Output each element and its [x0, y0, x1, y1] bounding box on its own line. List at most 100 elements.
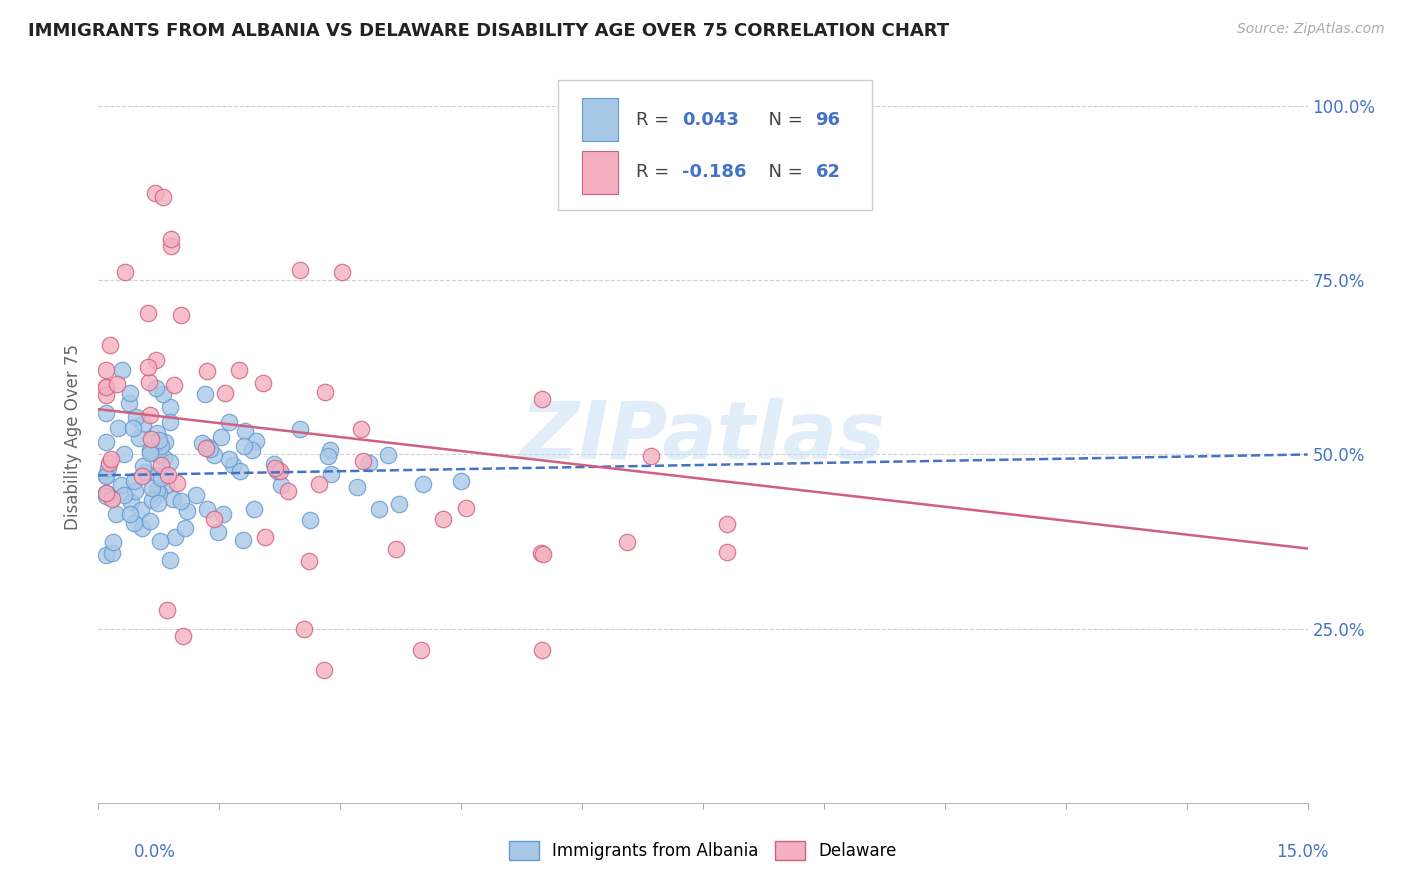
Point: [148, 485, 170, 500]
Point: [132, 417, 155, 431]
Point: [134, 466, 156, 480]
Point: [112, 488, 135, 502]
Point: [110, 478, 132, 492]
Point: [96, 489, 118, 503]
Point: [104, 507, 127, 521]
Point: [454, 501, 477, 516]
Point: [616, 535, 638, 549]
Point: [96, 486, 118, 500]
Point: [716, 545, 738, 559]
Point: [174, 521, 197, 535]
Point: [122, 474, 145, 488]
Point: [156, 467, 179, 482]
Point: [232, 533, 254, 547]
Point: [184, 488, 207, 502]
Point: [162, 491, 184, 506]
Point: [270, 477, 292, 491]
Point: [233, 425, 256, 439]
Point: [195, 501, 218, 516]
Point: [118, 385, 141, 400]
Text: N =: N =: [758, 111, 808, 128]
Text: 62: 62: [815, 163, 841, 181]
Point: [136, 359, 159, 374]
Point: [152, 190, 174, 204]
Point: [263, 457, 285, 471]
Point: [143, 186, 166, 201]
Point: [159, 401, 181, 415]
Text: 0.043: 0.043: [682, 111, 740, 128]
Text: ZIPatlas: ZIPatlas: [520, 398, 886, 476]
Point: [409, 642, 432, 657]
Point: [388, 497, 411, 511]
Point: [96, 388, 118, 402]
Point: [359, 456, 381, 470]
Point: [176, 504, 198, 518]
Point: [96, 468, 118, 483]
Point: [96, 406, 118, 420]
Point: [298, 513, 321, 527]
Point: [350, 422, 373, 436]
Point: [228, 362, 250, 376]
Point: [148, 434, 170, 448]
Point: [352, 454, 374, 468]
Point: [165, 530, 187, 544]
Point: [141, 492, 163, 507]
Legend: Immigrants from Albania, Delaware: Immigrants from Albania, Delaware: [509, 841, 897, 860]
Point: [114, 265, 136, 279]
Point: [122, 516, 145, 530]
Point: [368, 502, 391, 516]
Point: [159, 415, 181, 429]
Point: [150, 439, 173, 453]
Text: N =: N =: [758, 163, 808, 181]
Point: [263, 461, 285, 475]
Point: [166, 476, 188, 491]
Point: [139, 408, 162, 422]
Point: [96, 362, 118, 376]
Point: [131, 468, 153, 483]
Point: [530, 642, 553, 657]
Point: [160, 238, 183, 252]
Point: [218, 416, 240, 430]
Text: R =: R =: [637, 163, 675, 181]
Point: [266, 464, 288, 478]
Point: [128, 431, 150, 445]
Point: [146, 496, 169, 510]
Point: [139, 432, 162, 446]
Point: [97, 461, 120, 475]
Point: [195, 364, 218, 378]
Point: [202, 448, 225, 462]
Point: [316, 449, 339, 463]
Point: [98, 456, 121, 470]
Point: [198, 442, 221, 457]
Point: [98, 337, 121, 351]
Point: [105, 376, 128, 391]
FancyBboxPatch shape: [558, 80, 872, 211]
Point: [202, 512, 225, 526]
Point: [233, 438, 256, 452]
Point: [252, 376, 274, 390]
Point: [124, 484, 146, 499]
Point: [145, 483, 167, 497]
Point: [292, 623, 315, 637]
Point: [143, 446, 166, 460]
Point: [330, 265, 353, 279]
Point: [288, 422, 311, 436]
Point: [209, 429, 232, 443]
Point: [100, 451, 122, 466]
Point: [531, 547, 554, 561]
Point: [96, 469, 118, 483]
Point: [118, 508, 141, 522]
Point: [96, 486, 118, 500]
Point: [314, 664, 336, 678]
Point: [640, 449, 662, 463]
Point: [96, 548, 118, 562]
Text: 96: 96: [815, 111, 841, 128]
Point: [101, 546, 124, 560]
Text: 0.0%: 0.0%: [134, 843, 176, 861]
Point: [146, 468, 169, 483]
Text: R =: R =: [637, 111, 675, 128]
Point: [118, 395, 141, 409]
Point: [96, 379, 118, 393]
Point: [172, 629, 194, 643]
Point: [308, 476, 330, 491]
